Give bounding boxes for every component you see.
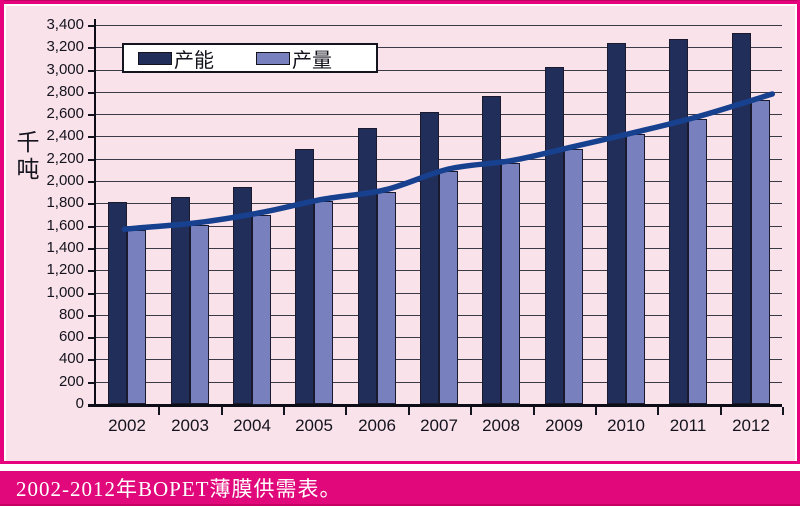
x-axis-tick-4 [345,407,347,415]
capacity-bar-2005 [295,149,314,404]
production-bar-2004 [252,215,271,405]
x-axis-tick-11 [782,407,784,415]
x-axis-tick-1 [158,407,160,415]
frame-border-left [0,0,4,464]
x-axis-label-2003: 2003 [171,416,209,435]
capacity-bar-2002 [108,202,127,404]
chart-panel: 千吨 0 200 400 600 800 1,000 1,200 1,400 1,600 1,80… [6,6,795,461]
legend-box: 产能 产量 [122,43,378,73]
y-axis-unit-label: 千吨 [13,130,38,184]
y-axis-label-1400: 1,400 [46,239,84,256]
production-bar-2003 [190,225,209,404]
y-axis-label-1600: 1,600 [46,217,84,234]
capacity-bar-2004 [233,187,252,404]
y-axis-line [94,19,96,407]
divider-line [0,461,800,464]
y-axis-tick-1600 [88,226,96,228]
y-axis-label-1800: 1,800 [46,194,84,211]
production-bar-2006 [377,192,396,404]
capacity-bar-2010 [607,43,626,404]
y-axis-tick-600 [88,337,96,339]
x-axis-label-2012: 2012 [732,416,770,435]
x-axis-label-2009: 2009 [545,416,583,435]
y-axis-tick-1800 [88,203,96,205]
y-axis-label-2400: 2,400 [46,127,84,144]
x-axis-tick-6 [470,407,472,415]
production-legend-swatch [256,51,290,65]
y-axis-tick-3400 [88,25,96,27]
x-axis-label-2002: 2002 [108,416,146,435]
capacity-bar-2007 [420,112,439,404]
y-axis-label-600: 600 [58,328,84,345]
y-axis-label-1200: 1,200 [46,261,84,278]
x-axis-label-2010: 2010 [607,416,645,435]
frame-border-right [797,0,800,464]
x-axis-label-2007: 2007 [420,416,458,435]
y-axis-label-2800: 2,800 [46,83,84,100]
production-bar-2005 [314,201,333,404]
y-axis-tick-400 [88,359,96,361]
x-axis-tick-3 [283,407,285,415]
y-axis-label-3000: 3,000 [46,61,84,78]
caption-text: 2002-2012年BOPET薄膜供需表。 [16,476,342,501]
y-axis-label-800: 800 [58,306,84,323]
x-axis-tick-10 [720,407,722,415]
y-axis-label-1000: 1,000 [46,284,84,301]
x-axis-tick-9 [657,407,659,415]
y-axis-tick-2000 [88,181,96,183]
production-legend-label: 产量 [292,49,332,72]
y-axis-tick-1000 [88,293,96,295]
production-bar-2008 [501,163,520,404]
frame-border-top [0,0,800,4]
x-axis-tick-2 [221,407,223,415]
y-axis-label-2200: 2,200 [46,150,84,167]
y-axis-tick-800 [88,315,96,317]
y-axis-tick-1400 [88,248,96,250]
capacity-bar-2011 [669,39,688,404]
production-bar-2011 [688,119,707,404]
y-axis-label-2000: 2,000 [46,172,84,189]
gridline-3000 [96,70,782,71]
caption-bar: 2002-2012年BOPET薄膜供需表。 [0,471,800,506]
y-axis-tick-3000 [88,70,96,72]
y-axis-tick-2800 [88,92,96,94]
capacity-legend-swatch [138,51,172,65]
production-bar-2002 [127,230,146,404]
y-axis-tick-3200 [88,47,96,49]
x-axis-label-2006: 2006 [358,416,396,435]
production-bar-2012 [751,100,770,404]
capacity-bar-2006 [358,128,377,404]
x-axis-label-2004: 2004 [233,416,271,435]
production-bar-2009 [564,149,583,404]
gridline-3400 [96,25,782,26]
production-bar-2010 [626,134,645,404]
y-axis-tick-2400 [88,136,96,138]
y-axis-tick-1200 [88,270,96,272]
capacity-bar-2003 [171,197,190,404]
production-bar-2007 [439,171,458,404]
x-axis-tick-8 [595,407,597,415]
y-axis-tick-2600 [88,114,96,116]
x-axis-label-2011: 2011 [669,416,707,435]
y-axis-tick-2200 [88,159,96,161]
y-axis-tick-200 [88,382,96,384]
y-axis-label-3200: 3,200 [46,38,84,55]
y-axis-label-400: 400 [58,350,84,367]
capacity-bar-2012 [732,33,751,404]
y-axis-label-2600: 2,600 [46,105,84,122]
gridline-3200 [96,47,782,48]
x-axis-line [88,404,782,407]
x-axis-tick-7 [533,407,535,415]
capacity-legend-label: 产能 [174,49,214,72]
x-axis-label-2008: 2008 [482,416,520,435]
capacity-bar-2008 [482,96,501,404]
x-axis-tick-5 [408,407,410,415]
x-axis-label-2005: 2005 [295,416,333,435]
y-axis-label-0: 0 [75,395,84,412]
y-axis-label-3400: 3,400 [46,16,84,33]
capacity-bar-2009 [545,67,564,404]
y-axis-label-200: 200 [58,373,84,390]
